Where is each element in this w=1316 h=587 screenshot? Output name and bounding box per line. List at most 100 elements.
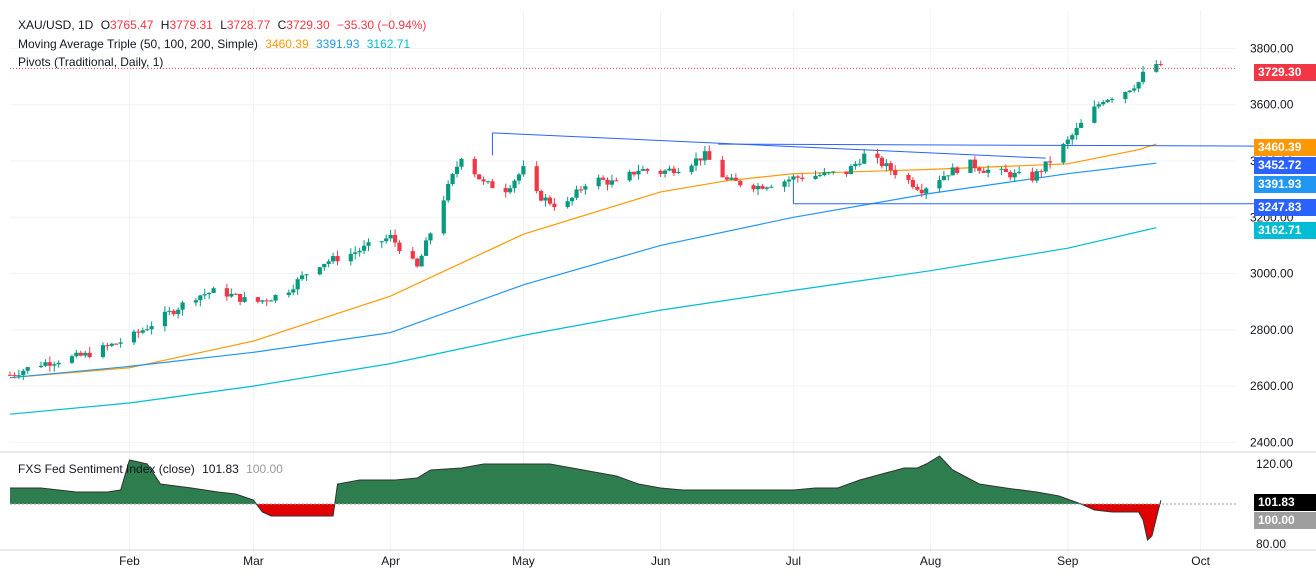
candle-body [1017, 171, 1022, 173]
candle-body [415, 258, 420, 267]
candle-body [946, 175, 951, 177]
candle-body [729, 177, 734, 180]
candle-body [140, 330, 145, 333]
candle-body [1074, 127, 1079, 136]
candle-body [662, 170, 668, 174]
candle-body [631, 171, 637, 175]
candle-body [233, 293, 238, 295]
candle-body [264, 300, 269, 302]
candle-body [574, 189, 579, 198]
candle-body [322, 263, 327, 268]
x-tick-label: Mar [243, 554, 264, 568]
trendline [492, 132, 1046, 159]
candle-body [627, 171, 632, 181]
indicator-label: FXS Fed Sentiment Index (close) [18, 462, 195, 476]
candle-body [906, 175, 911, 180]
ma100-tag: 3391.93 [1254, 176, 1316, 193]
candle-body [800, 177, 805, 180]
candle-body [977, 167, 982, 171]
candle-body [941, 175, 946, 181]
candle-body [7, 374, 13, 376]
candle-body [521, 166, 526, 175]
candle-body [317, 267, 322, 275]
candle-body [304, 274, 309, 276]
candle-body [291, 289, 296, 293]
candle-body [893, 170, 898, 176]
candle-body [924, 188, 929, 194]
candle-body [831, 171, 836, 173]
candle-body [817, 175, 823, 177]
candle-body [56, 362, 61, 365]
candle-body [238, 293, 243, 302]
candle-body [915, 186, 920, 190]
candle-body [751, 185, 756, 190]
candle-body [145, 329, 150, 331]
candle-body [419, 255, 424, 267]
candle-body [1061, 144, 1066, 163]
ohlc-legend: XAU/USD, 1D O3765.47 H3779.31 L3728.77 C… [18, 18, 430, 32]
candle-body [459, 158, 464, 167]
candle-body [1039, 171, 1044, 173]
ma100-value: 3391.93 [316, 37, 360, 51]
candle-body [955, 167, 960, 173]
indicator-value-tag: 101.83 [1254, 494, 1316, 511]
candle-body [1043, 161, 1048, 172]
candle-body [384, 238, 389, 242]
candle-body [295, 279, 300, 290]
candle-body [1140, 71, 1146, 83]
x-tick-label: Oct [1191, 554, 1210, 568]
candle-body [1101, 102, 1106, 105]
candle-body [512, 180, 517, 189]
candle-body [38, 365, 44, 368]
sentiment-line [10, 455, 1162, 541]
candle-body [583, 186, 588, 190]
candle-body [508, 188, 513, 193]
x-tick-label: May [512, 554, 535, 568]
candle-body [78, 352, 83, 356]
candle-body [738, 180, 743, 186]
candle-body [450, 173, 455, 185]
candle-body [12, 374, 17, 376]
ma-label: Moving Average Triple (50, 100, 200, Sim… [18, 37, 258, 51]
pivot-tag: 3452.72 [1254, 157, 1316, 174]
candle-body [875, 153, 880, 158]
candle-body [516, 174, 522, 181]
y-tick-label: 3600.00 [1250, 98, 1294, 112]
candle-body [43, 362, 48, 366]
low-value: 3728.77 [226, 18, 271, 32]
candle-body [760, 186, 765, 189]
candle-body [844, 171, 849, 175]
candle-body [353, 252, 358, 254]
candle-body [255, 297, 260, 302]
low-label: L [220, 18, 227, 32]
close-label: C [277, 18, 287, 32]
candle-body [570, 197, 575, 202]
candle-body [109, 343, 114, 346]
candle-body [361, 245, 367, 251]
x-tick-label: Feb [119, 554, 140, 568]
candle-body [791, 176, 796, 180]
candle-body [578, 189, 584, 191]
indicator-tick-label: 120.00 [1256, 457, 1293, 471]
candle-body [950, 167, 955, 176]
candle-body [534, 166, 539, 191]
candle-body [202, 294, 207, 296]
candle-body [857, 163, 862, 165]
ma200-tag: 3162.71 [1254, 222, 1316, 239]
y-tick-label: 2600.00 [1250, 379, 1294, 393]
candle-body [167, 310, 172, 312]
candle-body [171, 310, 176, 315]
candle-body [454, 166, 460, 174]
candle-body [853, 163, 858, 167]
candle-body [972, 159, 977, 168]
candle-body [136, 331, 141, 333]
candle-body [671, 168, 676, 174]
candle-body [1105, 99, 1110, 103]
y-tick-label: 2800.00 [1250, 323, 1294, 337]
candle-body [862, 153, 867, 164]
candle-body [999, 168, 1004, 170]
candle-body [795, 176, 800, 178]
candle-body [503, 188, 508, 193]
y-tick-label: 2400.00 [1250, 435, 1294, 449]
